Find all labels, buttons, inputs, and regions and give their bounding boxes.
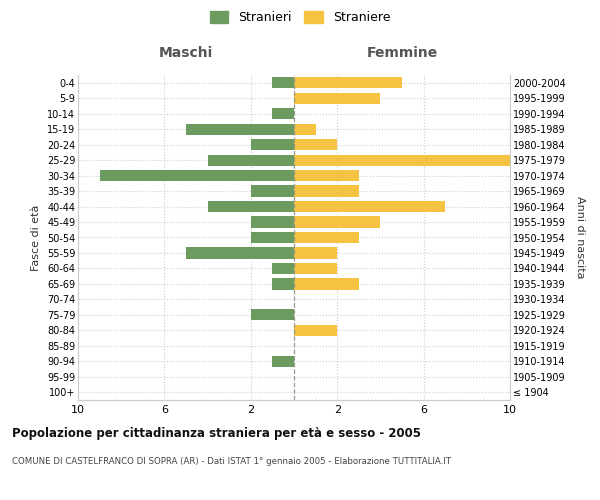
Bar — [272, 278, 294, 289]
Bar — [251, 232, 294, 243]
Bar — [186, 248, 294, 258]
Bar — [272, 263, 294, 274]
Y-axis label: Anni di nascita: Anni di nascita — [575, 196, 585, 279]
Bar — [208, 154, 294, 166]
Bar — [100, 170, 294, 181]
Bar — [251, 139, 294, 150]
Bar — [272, 77, 294, 88]
Text: Femmine: Femmine — [367, 46, 437, 60]
Bar — [294, 77, 402, 88]
Bar — [294, 201, 445, 212]
Text: Maschi: Maschi — [159, 46, 213, 60]
Bar — [208, 201, 294, 212]
Bar — [294, 139, 337, 150]
Bar — [294, 124, 316, 134]
Y-axis label: Fasce di età: Fasce di età — [31, 204, 41, 270]
Bar — [294, 325, 337, 336]
Bar — [294, 154, 510, 166]
Legend: Stranieri, Straniere: Stranieri, Straniere — [209, 11, 391, 24]
Bar — [294, 263, 337, 274]
Bar — [272, 356, 294, 367]
Bar — [294, 232, 359, 243]
Bar — [251, 216, 294, 228]
Bar — [272, 108, 294, 120]
Bar — [294, 248, 337, 258]
Text: COMUNE DI CASTELFRANCO DI SOPRA (AR) - Dati ISTAT 1° gennaio 2005 - Elaborazione: COMUNE DI CASTELFRANCO DI SOPRA (AR) - D… — [12, 458, 451, 466]
Bar — [294, 186, 359, 196]
Bar — [186, 124, 294, 134]
Bar — [294, 170, 359, 181]
Bar — [294, 216, 380, 228]
Bar — [251, 186, 294, 196]
Bar — [294, 278, 359, 289]
Bar — [294, 92, 380, 104]
Text: Popolazione per cittadinanza straniera per età e sesso - 2005: Popolazione per cittadinanza straniera p… — [12, 428, 421, 440]
Bar — [251, 310, 294, 320]
